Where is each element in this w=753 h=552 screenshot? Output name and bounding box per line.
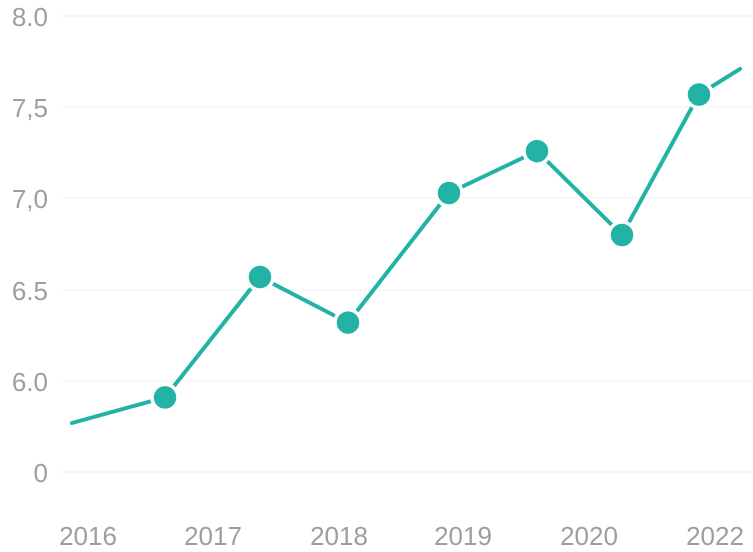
x-tick-label: 2019	[434, 521, 492, 551]
x-axis-labels: 2016 2017 2018 2019 2020 2022	[59, 521, 744, 551]
data-point[interactable]	[522, 136, 552, 166]
y-tick-label: 7,0	[12, 184, 48, 214]
y-tick-label: 8.0	[12, 2, 48, 32]
data-point[interactable]	[150, 382, 180, 413]
data-point[interactable]	[607, 220, 637, 250]
y-axis-labels: 0 6.0 6.5 7,0 7,5 8.0	[12, 2, 48, 488]
data-point[interactable]	[333, 307, 363, 338]
x-tick-label: 2020	[560, 521, 618, 551]
data-point[interactable]	[684, 79, 714, 110]
data-point[interactable]	[245, 262, 275, 292]
y-tick-label: 7,5	[12, 93, 48, 123]
y-tick-label: 0	[34, 458, 48, 488]
x-tick-label: 2022	[686, 521, 744, 551]
x-tick-label: 2016	[59, 521, 117, 551]
data-point[interactable]	[434, 178, 464, 208]
x-tick-label: 2018	[310, 521, 368, 551]
series-layer	[70, 66, 742, 425]
y-tick-label: 6.0	[12, 367, 48, 397]
series-line	[70, 66, 742, 425]
y-tick-label: 6.5	[12, 276, 48, 306]
x-tick-label: 2017	[184, 521, 242, 551]
data-points	[150, 79, 714, 413]
